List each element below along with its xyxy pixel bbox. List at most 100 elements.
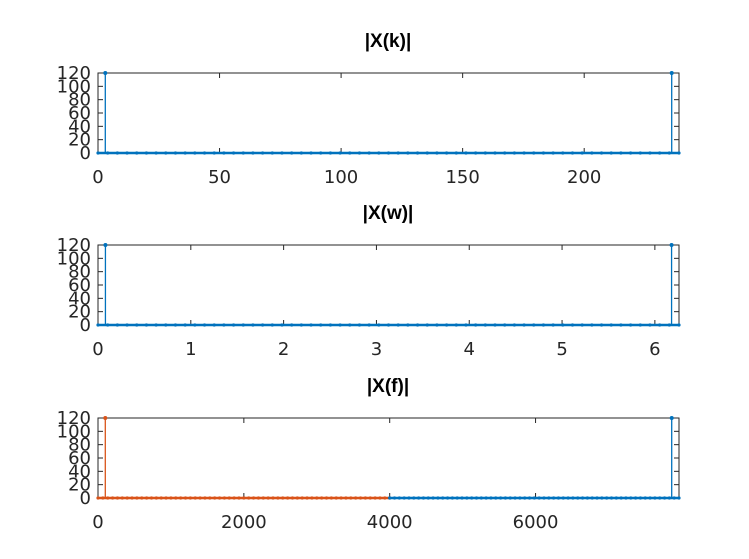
subplot-xf-series-1-point	[523, 496, 527, 500]
subplot-xf-series-1-point	[388, 496, 392, 500]
subplot-xw-series-0-point	[261, 323, 265, 327]
subplot-xf-ytick-label: 100	[57, 421, 91, 442]
subplot-xf-ytick-label: 60	[68, 448, 91, 469]
subplot-xf-xtick-label: 6000	[513, 512, 559, 533]
subplot-xf-series-0-point	[140, 496, 144, 500]
subplot-xf-series-0-point	[217, 496, 222, 500]
subplot-xw-ytick-label: 80	[68, 262, 91, 283]
subplot-xf-series-1-point	[605, 496, 609, 500]
subplot-xk-series-0-point	[570, 151, 575, 155]
subplot-xf-series-0-point	[208, 496, 212, 500]
subplot-xf-series-1-point	[658, 496, 662, 500]
subplot-xw-series-0-point	[464, 323, 468, 327]
subplot-xk-series-0-point	[357, 151, 362, 155]
subplot-xk-series-0-point	[522, 151, 526, 155]
subplot-xf-ytick-label: 20	[68, 475, 91, 496]
subplot-xk-series-0-point	[648, 151, 652, 155]
subplot-xf-series-0-point	[125, 496, 129, 500]
subplot-xf-series-1-point	[402, 496, 406, 500]
subplot-xk-ytick-label: 100	[57, 76, 91, 97]
subplot-xw-axes-box	[97, 244, 680, 326]
subplot-xf-axes-box	[97, 417, 680, 499]
subplot-xw-series-0-point	[658, 323, 662, 327]
subplot-xk-series-0-point	[96, 151, 100, 155]
subplot-xf-series-1-point	[571, 496, 575, 500]
subplot-xf-series-0-point	[334, 496, 338, 500]
subplot-xf-series-0-point	[188, 496, 192, 500]
subplot-xk-series-0-point	[658, 151, 662, 155]
subplot-xw-series-0-point	[367, 323, 371, 327]
subplot-xf-series-1-point	[431, 496, 435, 500]
subplot-xk-ytick-label: 40	[68, 116, 91, 137]
subplot-xw-series-0-point	[125, 323, 129, 327]
subplot-xf-series-0-point	[354, 496, 358, 500]
subplot-xk-series-0-point	[377, 151, 381, 155]
subplot-xk-series-0-point	[222, 151, 226, 155]
subplot-xf-series-1-point	[450, 496, 454, 500]
subplot-xk-series-0-point	[435, 151, 439, 155]
subplot-xk-series-0-point	[628, 151, 633, 155]
subplot-xf-series-1-point	[412, 496, 416, 500]
subplot-xf-xtick-label: 2000	[221, 512, 267, 533]
subplot-xf-series-0-point	[276, 496, 280, 500]
subplot-xk-series-0-point	[164, 151, 168, 155]
subplot-xk-series-0-point	[261, 151, 265, 155]
subplot-xf-series-1-point	[470, 496, 474, 500]
subplot-xw-series-0-point	[290, 323, 294, 327]
subplot-xf-series-0-point	[237, 496, 241, 500]
subplot-xw-ytick-label: 40	[68, 288, 91, 309]
subplot-xf-series-0-point	[247, 496, 251, 500]
subplot-xw-series-0-point	[280, 323, 284, 327]
subplot-xf-series-1-point	[460, 496, 464, 500]
subplot-xf-series-0-point	[261, 496, 265, 500]
subplot-xk-series-0-point	[299, 151, 303, 155]
subplot-xw-series-0-point	[580, 323, 584, 327]
subplot-xk-series-0-point	[425, 151, 429, 155]
subplot-xf-series-0-point	[281, 496, 285, 500]
subplot-xf-series-1-point	[441, 496, 445, 500]
subplot-xf-series-0-point	[368, 496, 372, 500]
subplot-xw-ytick-label: 120	[57, 235, 91, 256]
subplot-xf-series-0-point	[363, 496, 367, 500]
subplot-xw-series-0-point	[425, 323, 429, 327]
subplot-xf-series-1-point	[392, 496, 397, 500]
subplot-xw-series-0-point	[415, 323, 420, 327]
subplot-xk-series-0-point	[144, 151, 149, 155]
subplot-xf-series-1-point	[561, 496, 565, 500]
subplot-xf-xtick-label: 4000	[367, 512, 413, 533]
subplot-xf-series-0-point	[349, 496, 353, 500]
subplot-xf-series-1-point	[499, 496, 503, 500]
subplot-xk-series-0-point	[106, 151, 110, 155]
subplot-xw-series-0-point	[386, 323, 391, 327]
subplot-xf-series-1-point	[648, 496, 652, 500]
subplot-xw-series-0-point	[135, 323, 139, 327]
subplot-xf-series-1-peak-marker	[669, 416, 674, 420]
subplot-xw-series-0-point	[154, 323, 158, 327]
subplot-xk-series-0-point	[464, 151, 468, 155]
subplot-xf-series-0-point	[251, 496, 256, 500]
subplot-xw-series-0-point	[561, 323, 565, 327]
subplot-xf-series-1-point	[643, 496, 647, 500]
subplot-xf-series-0-point	[242, 496, 246, 500]
subplot-xw-series-0-peak-marker	[103, 243, 108, 247]
subplot-xk-series-0-point	[202, 151, 207, 155]
subplot-xf-series-0-point	[193, 496, 197, 500]
subplot-xk-axes-box	[97, 72, 680, 154]
subplot-xw-series-0-point	[493, 323, 497, 327]
subplot-xw-series-0-point	[251, 323, 255, 327]
subplot-xf-ytick-label: 80	[68, 435, 91, 456]
subplot-xf-series-0-point	[149, 496, 154, 500]
subplot-xw-ytick-label: 20	[68, 302, 91, 323]
subplot-xf-series-1-point	[547, 496, 551, 500]
subplot-xf-series-1-point	[590, 496, 594, 500]
subplot-xk-series-0-point	[348, 151, 352, 155]
subplot-xw-series-0-point	[435, 323, 439, 327]
subplot-xf-series-1-point	[614, 496, 618, 500]
subplot-xw-xtick-label: 3	[371, 339, 382, 360]
subplot-xk-series-0-point	[483, 151, 487, 155]
subplot-xw-series-0-point	[212, 323, 216, 327]
subplot-xw-series-0-point	[270, 323, 274, 327]
subplot-xf-series-1-point	[600, 496, 604, 500]
subplot-xf-series-1-point	[653, 496, 657, 500]
subplot-xf-series-0-point	[315, 496, 319, 500]
